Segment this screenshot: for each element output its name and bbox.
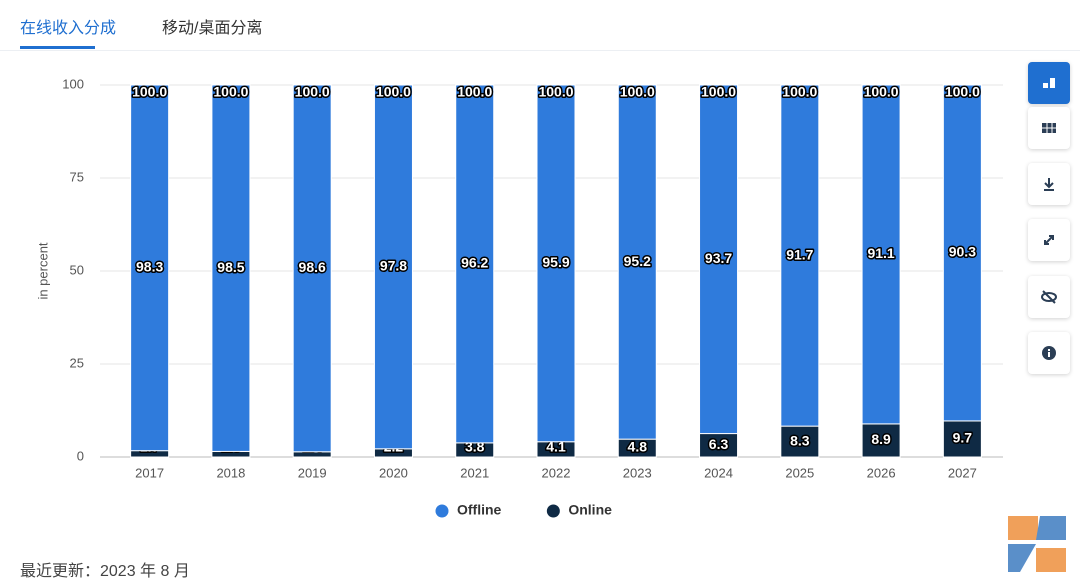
bar-segment <box>699 84 739 435</box>
x-tick-label: 2017 <box>135 465 164 480</box>
total-label: 100.0 <box>701 84 736 100</box>
total-label: 100.0 <box>213 84 248 100</box>
download-button[interactable] <box>1028 163 1070 205</box>
total-label: 100.0 <box>620 84 655 100</box>
data-label: 91.7 <box>786 246 813 262</box>
total-label: 100.0 <box>538 84 573 100</box>
bar-segment <box>617 84 657 440</box>
total-label: 100.0 <box>295 84 330 100</box>
chart-view-button[interactable] <box>1028 62 1070 104</box>
bar-segment <box>861 84 901 425</box>
tab-underline <box>20 46 95 49</box>
y-tick-label: 100 <box>62 76 84 91</box>
bar-segment <box>455 84 495 444</box>
chart: in percent 025507510020171.798.3100.0201… <box>35 76 1003 518</box>
tab[interactable]: 移动/桌面分离 <box>162 20 263 37</box>
x-tick-label: 2020 <box>379 465 408 480</box>
hide-button[interactable] <box>1028 276 1070 318</box>
y-axis-label: in percent <box>35 242 50 299</box>
x-tick-label: 2023 <box>623 465 652 480</box>
legend-label: Online <box>568 502 612 518</box>
data-label: 8.9 <box>871 431 891 447</box>
data-label: 95.9 <box>542 254 569 270</box>
data-label: 8.3 <box>790 432 810 448</box>
bar-segment <box>292 84 332 453</box>
data-label: 90.3 <box>949 244 976 260</box>
bar-segment <box>130 84 170 452</box>
table-view-button[interactable] <box>1028 107 1070 149</box>
total-label: 100.0 <box>376 84 411 100</box>
data-label: 95.2 <box>624 253 651 269</box>
bar-segment <box>942 84 982 422</box>
data-label: 6.3 <box>709 436 729 452</box>
x-tick-label: 2019 <box>298 465 327 480</box>
y-tick-label: 50 <box>70 262 84 277</box>
last-updated: 最近更新：2023 年 8 月 <box>20 563 190 580</box>
x-tick-label: 2027 <box>948 465 977 480</box>
bar-segment <box>780 84 820 427</box>
x-tick-label: 2025 <box>785 465 814 480</box>
x-tick-label: 2022 <box>542 465 571 480</box>
bar-segment <box>373 84 413 450</box>
data-label: 91.1 <box>867 245 894 261</box>
x-tick-label: 2026 <box>867 465 896 480</box>
y-tick-label: 75 <box>70 169 84 184</box>
data-label: 93.7 <box>705 250 732 266</box>
y-tick-label: 0 <box>77 448 84 463</box>
total-label: 100.0 <box>782 84 817 100</box>
y-tick-label: 25 <box>70 355 84 370</box>
total-label: 100.0 <box>864 84 899 100</box>
bar-segment <box>211 84 251 452</box>
x-tick-label: 2018 <box>216 465 245 480</box>
data-label: 4.8 <box>628 439 648 455</box>
tab-bar: 在线收入分成 移动/桌面分离 <box>0 0 1080 51</box>
data-label: 96.2 <box>461 255 488 271</box>
data-label: 98.3 <box>136 259 163 275</box>
legend-marker <box>435 504 449 518</box>
legend-marker <box>546 504 560 518</box>
total-label: 100.0 <box>945 84 980 100</box>
logo <box>1008 516 1066 572</box>
data-label: 97.8 <box>380 258 407 274</box>
info-button[interactable] <box>1028 332 1070 374</box>
data-label: 98.6 <box>299 259 326 275</box>
data-label: 98.5 <box>217 259 244 275</box>
tab[interactable]: 在线收入分成 <box>20 20 117 37</box>
legend-label: Offline <box>457 502 502 518</box>
total-label: 100.0 <box>457 84 492 100</box>
x-tick-label: 2021 <box>460 465 489 480</box>
total-label: 100.0 <box>132 84 167 100</box>
bar-segment <box>536 84 576 443</box>
x-tick-label: 2024 <box>704 465 733 480</box>
data-label: 9.7 <box>953 430 973 446</box>
fullscreen-button[interactable] <box>1028 219 1070 261</box>
